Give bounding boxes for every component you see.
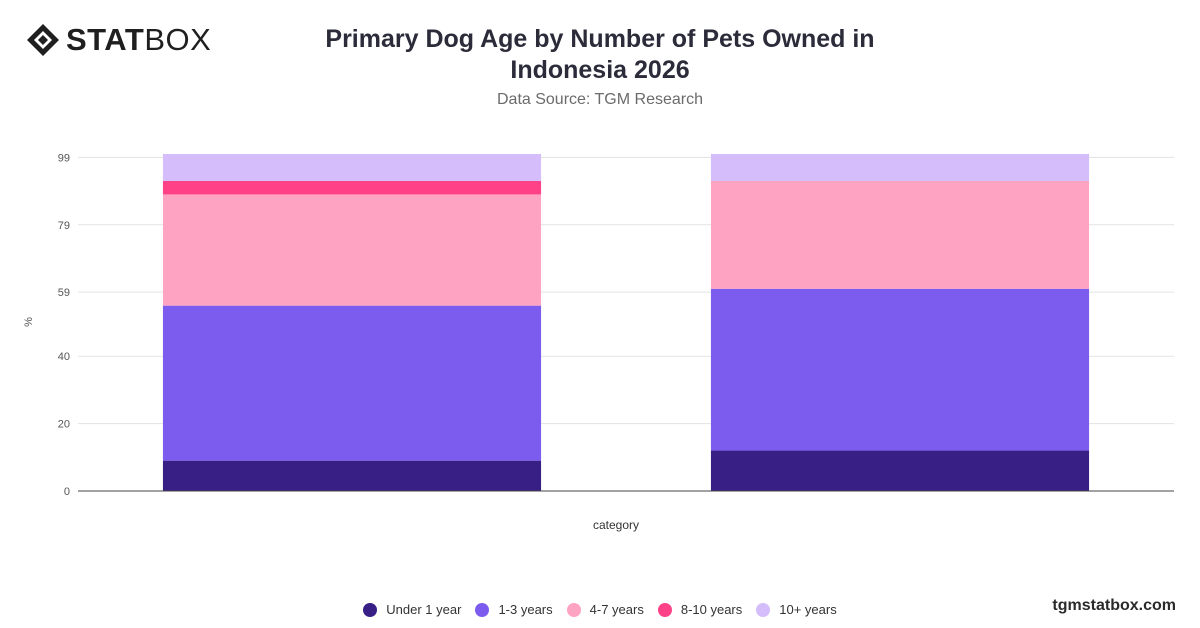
legend-swatch [756, 602, 771, 617]
chart-subtitle: Data Source: TGM Research [496, 91, 703, 108]
statbox-logo: STATBOX [26, 22, 211, 58]
diamond-logo-icon [27, 24, 59, 56]
legend-label: 8-10 years [680, 602, 743, 617]
x-axis-label: category [593, 518, 639, 532]
chart-title: Primary Dog Age by Number of Pets Owned … [325, 25, 875, 84]
legend-swatch [657, 602, 672, 617]
y-tick-label: 0 [64, 486, 70, 498]
bar-segment [710, 288, 1090, 451]
bar-segment [162, 154, 542, 181]
legend-item[interactable]: 1-3 years [475, 602, 553, 617]
legend-item[interactable]: Under 1 year [363, 602, 461, 617]
legend-label: 10+ years [779, 602, 837, 617]
bar-segment [162, 305, 542, 461]
bar-segment [710, 154, 1090, 181]
legend-item[interactable]: 4-7 years [566, 602, 644, 617]
bar-segment [710, 180, 1090, 289]
bar-segment [710, 450, 1090, 491]
legend-label: 4-7 years [589, 602, 644, 617]
legend-swatch [475, 602, 490, 617]
y-tick-label: 59 [58, 287, 70, 299]
legend-label: Under 1 year [386, 602, 462, 617]
legend-item[interactable]: 8-10 years [657, 602, 743, 617]
logo-text-light: BOX [144, 22, 212, 57]
y-tick-label: 20 [58, 419, 70, 431]
bar-segment [162, 194, 542, 306]
y-tick-label: 79 [58, 220, 70, 232]
stacked-bar-chart: 0 20 40 59 79 99 category% [23, 152, 1174, 532]
y-tick-label: 40 [58, 351, 70, 363]
chart-legend: Under 1 year 1-3 years 4-7 years 8-10 years… [0, 602, 1200, 617]
y-axis-label: % [23, 317, 35, 327]
logo-text: STATBOX [66, 22, 211, 58]
logo-text-bold: STAT [66, 22, 145, 57]
bar-segment [162, 460, 542, 491]
bar-segment [162, 180, 542, 195]
y-tick-label: 99 [58, 152, 70, 164]
legend-swatch [566, 602, 581, 617]
footer-site-link[interactable]: tgmstatbox.com [1052, 597, 1176, 614]
legend-item[interactable]: 10+ years [756, 602, 837, 617]
legend-label: 1-3 years [498, 602, 553, 617]
legend-swatch [363, 602, 378, 617]
